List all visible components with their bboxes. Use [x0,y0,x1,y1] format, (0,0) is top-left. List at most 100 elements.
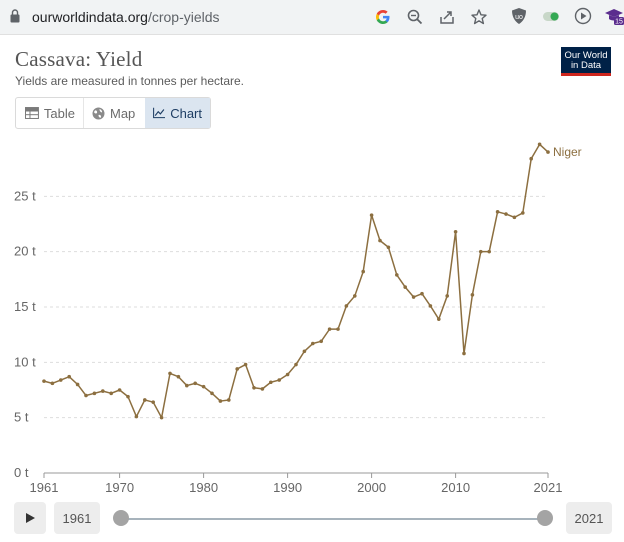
graduation-cap-extension-icon[interactable]: 15 [604,7,624,25]
logo-line-2: in Data [570,60,602,71]
data-point [437,317,441,321]
data-point [176,374,181,379]
timeline-track[interactable] [121,518,545,520]
data-point [462,351,466,356]
data-point [319,339,324,344]
address-bar[interactable]: ourworldindata.org/crop-yields [0,2,498,30]
tab-chart-label: Chart [170,105,202,121]
data-point [92,391,97,396]
data-point [218,399,223,403]
data-point [386,245,391,250]
play-button[interactable] [14,502,46,534]
data-point [109,391,113,396]
data-point [411,295,416,299]
data-point [75,382,80,387]
series-label: Niger [553,145,582,159]
owid-logo[interactable]: Our World in Data [561,47,611,76]
data-point [495,210,500,214]
x-tick-label: 2000 [357,480,386,495]
bookmark-star-icon[interactable] [470,8,488,26]
globe-icon [92,107,105,119]
data-point [378,238,382,243]
data-point [151,400,155,404]
data-point [521,211,525,215]
start-year-box[interactable]: 1961 [54,502,100,534]
data-point [344,304,349,308]
data-point [361,269,366,274]
url-path: /crop-yields [147,9,220,25]
data-point [479,249,483,254]
data-point [126,394,130,399]
data-point [101,389,105,393]
data-point [403,285,408,289]
tab-table[interactable]: Table [16,98,83,128]
data-point [42,379,46,383]
data-point [59,378,63,382]
x-tick-label: 1990 [273,480,302,495]
chart-title: Cassava: Yield [15,47,143,71]
google-icon[interactable] [374,8,392,26]
data-point [487,249,492,254]
y-tick-label: 15 t [14,299,36,314]
ublock-extension-icon[interactable]: uo [510,7,528,25]
data-point [353,294,357,298]
data-point [302,349,307,354]
data-point [201,384,206,389]
tab-chart[interactable]: Chart [145,98,210,128]
data-point [143,398,147,402]
data-point [420,291,424,296]
timeline-slider: 1961 2021 [0,500,624,538]
end-year-box[interactable]: 2021 [566,502,612,534]
x-tick-label: 2021 [534,480,563,495]
x-tick-label: 2010 [441,480,470,495]
data-point [428,304,433,308]
tab-map-label: Map [110,105,136,121]
line-chart-icon [153,107,166,119]
zoom-icon[interactable] [406,8,424,26]
data-point [470,293,475,297]
toggle-extension-icon[interactable] [542,7,560,25]
x-tick-label: 1970 [105,480,134,495]
data-point [395,273,399,277]
y-tick-label: 25 t [14,188,36,203]
data-point [529,156,533,161]
url-host: ourworldindata.org [32,9,148,25]
y-tick-label: 0 t [14,465,29,480]
extension-badge: 15 [615,19,623,26]
play-extension-icon[interactable] [574,7,592,25]
tab-map[interactable]: Map [83,98,145,128]
series-group: Niger [42,142,582,420]
url-text[interactable]: ourworldindata.org/crop-yields [32,9,220,25]
end-handle[interactable] [537,510,553,526]
logo-line-1: Our World [564,50,608,61]
data-point [235,367,239,371]
data-point [193,381,197,386]
series-line [43,143,549,419]
start-handle[interactable] [113,510,129,526]
data-point [537,142,542,147]
data-point [260,387,265,391]
grid-lines [44,195,548,419]
share-icon[interactable] [438,8,456,26]
data-point [294,362,298,367]
data-point [453,229,458,234]
data-point [269,380,273,385]
data-point [227,398,231,402]
x-tick-label: 1961 [30,480,59,495]
data-point [50,381,55,386]
data-point [327,327,332,331]
data-point [210,391,214,396]
y-axis-labels: 0 t 5 t 10 t 15 t 20 t 25 t [14,188,36,480]
line-chart: 0 t 5 t 10 t 15 t 20 t 25 t 1961 1970 1980 1990 2… [14,142,582,495]
data-point [159,415,164,420]
x-axis: 1961 1970 1980 1990 2000 2010 2021 [30,472,563,495]
data-point [67,374,71,379]
table-icon [25,107,39,119]
data-point [117,388,122,392]
data-point [168,371,172,376]
data-point [546,150,550,154]
data-point [369,213,374,217]
y-tick-label: 10 t [14,354,36,369]
svg-text:uo: uo [515,14,523,21]
data-point [285,372,290,377]
